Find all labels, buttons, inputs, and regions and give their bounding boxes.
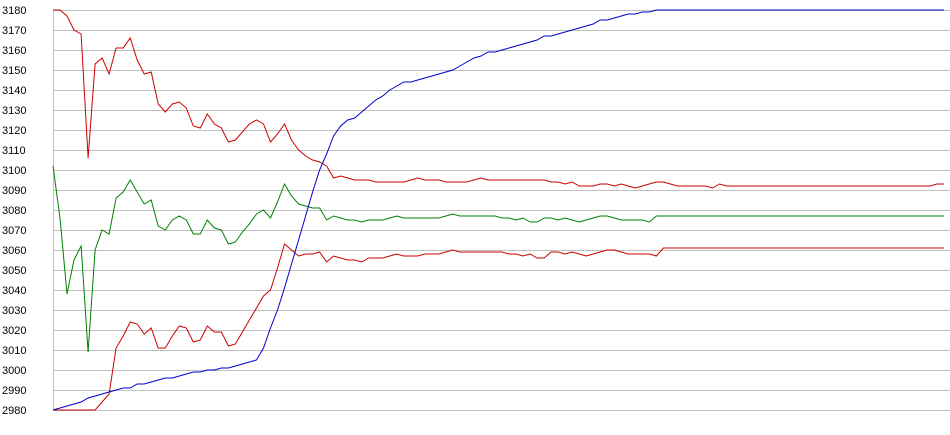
y-tick-label: 3050 [2, 265, 26, 277]
y-tick-label: 3040 [2, 285, 26, 297]
y-tick-label: 2990 [2, 385, 26, 397]
y-tick-label: 3100 [2, 165, 26, 177]
y-axis-ticks: 3180 3170 3160 3150 3140 3130 3120 3110 3100 3090… [2, 5, 26, 417]
y-tick-label: 3070 [2, 225, 26, 237]
y-tick-label: 3130 [2, 105, 26, 117]
y-tick-label: 3160 [2, 45, 26, 57]
y-tick-label: 3120 [2, 125, 26, 137]
y-tick-label: 3030 [2, 305, 26, 317]
y-tick-label: 3150 [2, 65, 26, 77]
series-line-3 [53, 243, 944, 411]
y-tick-label: 3000 [2, 365, 26, 377]
y-tick-label: 3170 [2, 25, 26, 37]
y-tick-label: 3090 [2, 185, 26, 197]
y-tick-label: 3140 [2, 85, 26, 97]
y-tick-label: 3020 [2, 325, 26, 337]
y-tick-label: 2980 [2, 405, 26, 417]
y-tick-label: 3110 [2, 145, 26, 157]
series-line-4 [52, 9, 944, 411]
series-group [52, 9, 944, 411]
series-line-2 [52, 165, 944, 353]
y-tick-label: 3080 [2, 205, 26, 217]
y-tick-label: 3180 [2, 5, 26, 17]
y-tick-label: 3060 [2, 245, 26, 257]
grid [53, 10, 950, 411]
series-line-1 [53, 9, 944, 189]
y-tick-label: 3010 [2, 345, 26, 357]
